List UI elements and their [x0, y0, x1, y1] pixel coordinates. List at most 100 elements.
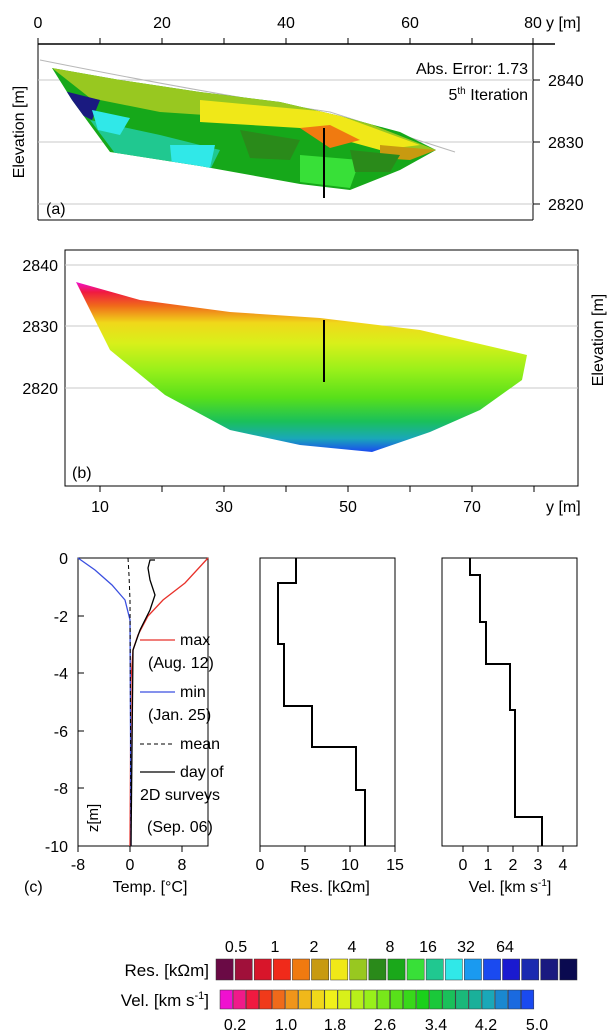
res-xtick-label: 10	[341, 857, 359, 874]
res-colorbar-swatch	[253, 958, 272, 981]
legend-min-date: (Jan. 25)	[148, 707, 211, 724]
vel-plot-frame	[441, 557, 578, 847]
res-colorbar-label: Res. [kΩm]	[125, 961, 210, 980]
vel-axis-label: Vel. [km s-1]	[469, 878, 552, 896]
res-xtick-label: 0	[256, 857, 265, 874]
panel-c-label: (c)	[24, 879, 43, 896]
res-colorbar-swatch	[540, 958, 559, 981]
res-colorbar-swatch	[387, 958, 406, 981]
vel-colorbar-tick: 1.0	[275, 1017, 297, 1034]
inversion-cell	[350, 150, 400, 172]
res-colorbar	[215, 958, 578, 981]
panel-a-abs-error: Abs. Error: 1.73	[416, 61, 528, 78]
res-colorbar-tick: 8	[386, 939, 395, 956]
panel-a-xtick-label: 60	[401, 15, 419, 32]
vel-colorbar-swatch	[376, 989, 390, 1010]
vel-xtick-label: 4	[559, 857, 568, 874]
panel-b-ytick-label: 2840	[22, 258, 58, 275]
vel-colorbar-label: Vel. [km s-1]	[121, 990, 209, 1010]
vel-colorbar-swatch	[521, 989, 535, 1010]
res-colorbar-tick: 2	[310, 939, 319, 956]
vel-profile	[469, 558, 543, 846]
legend-day-date: (Sep. 06)	[147, 819, 213, 836]
inversion-cell	[300, 155, 360, 188]
temp-xtick-label: 0	[126, 857, 135, 874]
vel-colorbar-tick: 0.2	[224, 1017, 246, 1034]
panel-a-iteration: 5th Iteration	[448, 86, 528, 104]
vel-colorbar-swatch	[390, 989, 404, 1010]
vel-colorbar-swatch	[455, 989, 469, 1010]
res-colorbar-swatch	[521, 958, 540, 981]
res-xtick-label: 5	[301, 857, 310, 874]
res-colorbar-swatch	[483, 958, 501, 981]
res-colorbar-tick: 4	[348, 939, 357, 956]
vel-colorbar-swatch	[311, 989, 325, 1010]
vel-colorbar-tick: 2.6	[374, 1017, 396, 1034]
res-colorbar-swatch	[464, 958, 482, 981]
res-colorbar-swatch	[502, 958, 520, 981]
legend-mean-label: mean	[180, 736, 220, 753]
panel-b-frame	[64, 249, 579, 487]
colorbars: Res. [kΩm] 0.5 1 2 4 8 16 32 64 Vel. [km…	[121, 939, 578, 1034]
legend-max-date: (Aug. 12)	[148, 655, 214, 672]
res-colorbar-swatch	[368, 958, 387, 981]
panel-a-ytick-label: 2820	[548, 197, 584, 214]
depth-tick-label: -8	[54, 781, 68, 798]
res-colorbar-swatch	[444, 958, 463, 981]
panel-b-x-unit: y [m]	[546, 499, 581, 516]
temp-xtick-label: 8	[178, 857, 187, 874]
res-colorbar-swatch	[330, 958, 349, 981]
vel-colorbar-swatch	[337, 989, 351, 1010]
vel-xtick-label: 1	[484, 857, 493, 874]
vel-colorbar-tick: 4.2	[475, 1017, 497, 1034]
temp-mean-curve	[127, 557, 132, 847]
res-colorbar-swatch	[234, 958, 253, 981]
vel-colorbar-swatch	[285, 989, 299, 1010]
vel-colorbar-swatch	[442, 989, 456, 1010]
vel-colorbar-tick: 3.4	[425, 1017, 447, 1034]
depth-tick-label: -4	[54, 666, 68, 683]
res-colorbar-tick: 64	[496, 939, 514, 956]
depth-tick-label: -2	[54, 609, 68, 626]
vel-colorbar-swatch	[298, 989, 312, 1010]
panel-a-ytick-label: 2840	[548, 73, 584, 90]
res-colorbar-swatch	[273, 958, 291, 981]
panel-b-label: (b)	[72, 465, 92, 482]
vel-colorbar-swatch	[507, 989, 521, 1010]
panel-a-xtick-label: 40	[277, 15, 295, 32]
panel-a-y-label: Elevation [m]	[11, 86, 28, 178]
res-colorbar-tick: 0.5	[225, 939, 247, 956]
vel-xtick-label: 3	[534, 857, 543, 874]
depth-tick-label: -10	[45, 839, 68, 856]
panel-b-ytick-label: 2830	[22, 319, 58, 336]
panel-a-ytick-label: 2830	[548, 135, 584, 152]
res-colorbar-tick: 16	[419, 939, 437, 956]
vel-colorbar-swatch	[259, 989, 273, 1010]
panel-a-xtick-label: 20	[153, 15, 171, 32]
vel-colorbar-swatch	[429, 989, 443, 1010]
panel-a-xtick-label: 0	[34, 15, 43, 32]
legend-min-label: min	[180, 684, 206, 701]
res-colorbar-swatch	[406, 958, 425, 981]
temp-plot-frame	[77, 557, 209, 847]
temp-xtick-label: -8	[71, 857, 85, 874]
res-colorbar-swatch	[559, 958, 578, 981]
depth-tick-label: 0	[59, 551, 68, 568]
panel-a-label: (a)	[46, 201, 66, 218]
vel-xtick-label: 2	[509, 857, 518, 874]
vel-colorbar-swatch	[481, 989, 495, 1010]
vel-colorbar-swatch	[403, 989, 417, 1010]
res-colorbar-tick: 32	[457, 939, 475, 956]
temp-day-curve	[130, 559, 156, 847]
res-colorbar-swatch	[311, 958, 329, 981]
vel-colorbar-tick: 5.0	[526, 1017, 548, 1034]
depth-axis-label: z[m]	[85, 804, 102, 832]
panel-a: 0 20 40 60 80 y [m] 2840 2830 2820 Eleva…	[11, 15, 584, 221]
vel-colorbar-swatch	[494, 989, 508, 1010]
panel-b-y-label: Elevation [m]	[590, 294, 607, 386]
res-profile	[277, 558, 366, 846]
vel-colorbar-swatch	[416, 989, 430, 1010]
vel-colorbar-swatch	[324, 989, 338, 1010]
panel-c: 0 -2 -4 -6 -8 -10 z[m] -8 0 8 Temp. [°C]…	[24, 551, 578, 896]
